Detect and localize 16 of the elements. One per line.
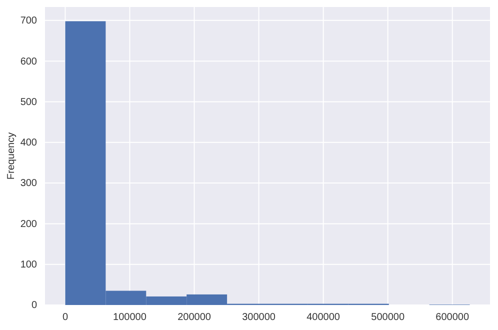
x-tick-label: 200000 — [178, 312, 212, 324]
y-tick-label: 200 — [20, 218, 38, 230]
y-tick-label: 500 — [20, 96, 38, 108]
y-tick-label: 0 — [31, 300, 38, 312]
x-tick-label: 600000 — [436, 312, 470, 324]
y-tick-label: 100 — [20, 260, 38, 271]
y-tick-label: 600 — [20, 56, 38, 68]
y-tick-label: 700 — [20, 16, 38, 27]
x-tick-label: 500000 — [371, 312, 405, 324]
x-tick-label: 300000 — [242, 312, 276, 324]
x-tick-label: 0 — [62, 312, 68, 324]
x-tick-label: 100000 — [113, 312, 147, 324]
y-tick-label: 300 — [20, 178, 38, 190]
y-tick-label: 400 — [20, 138, 38, 149]
y-axis-title: Frequency — [6, 132, 17, 180]
x-tick-label: 400000 — [306, 312, 340, 324]
